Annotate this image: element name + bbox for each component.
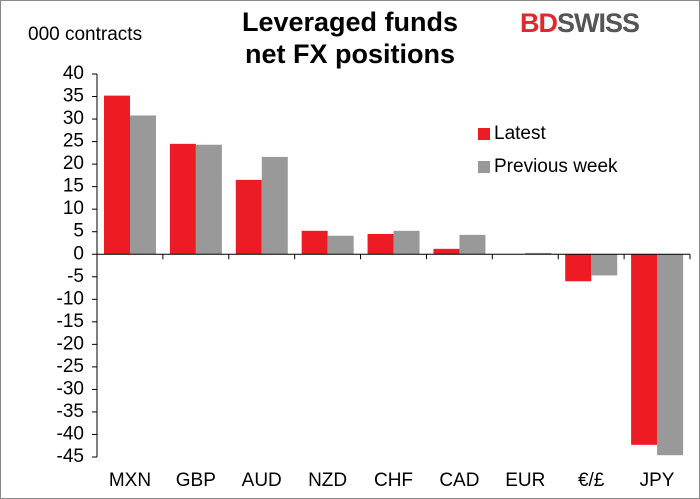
x-tick-label: CAD bbox=[439, 470, 479, 491]
y-tick-label: -5 bbox=[67, 266, 84, 287]
legend-swatch bbox=[478, 128, 490, 140]
logo-part: BD bbox=[520, 8, 558, 38]
bar bbox=[169, 143, 196, 255]
bar bbox=[525, 252, 552, 255]
bar bbox=[327, 235, 354, 255]
legend-label: Previous week bbox=[494, 156, 618, 177]
bar bbox=[301, 230, 328, 255]
bar bbox=[261, 156, 288, 255]
bar bbox=[393, 230, 420, 255]
x-tick-label: JPY bbox=[640, 470, 675, 491]
bar bbox=[565, 254, 592, 282]
logo-part: SWISS bbox=[557, 8, 640, 38]
x-tick-label: NZD bbox=[308, 470, 347, 491]
x-tick-label: €/£ bbox=[578, 470, 605, 491]
bar bbox=[657, 254, 684, 456]
bar bbox=[367, 233, 394, 255]
y-tick-label: 10 bbox=[63, 198, 84, 219]
y-tick-label: 15 bbox=[63, 176, 84, 197]
y-tick-label: 35 bbox=[63, 86, 84, 107]
y-tick-label: -20 bbox=[57, 333, 84, 354]
bar bbox=[130, 115, 156, 255]
y-tick-label: 25 bbox=[63, 131, 84, 152]
x-tick-label: GBP bbox=[176, 470, 216, 491]
y-tick-label: -15 bbox=[57, 311, 84, 332]
legend-swatch bbox=[478, 161, 490, 173]
bar bbox=[195, 144, 222, 255]
bar bbox=[591, 254, 618, 276]
bar bbox=[631, 254, 658, 445]
y-tick-label: -35 bbox=[57, 401, 84, 422]
y-tick-label: 20 bbox=[63, 153, 84, 174]
x-tick-label: MXN bbox=[109, 470, 151, 491]
logo: BDSWISS bbox=[520, 8, 640, 39]
chart-title: Leveraged funds net FX positions bbox=[241, 7, 459, 69]
y-tick-label: -10 bbox=[57, 288, 84, 309]
legend-label: Latest bbox=[494, 123, 546, 144]
x-tick-label: EUR bbox=[505, 470, 545, 491]
x-tick-label: AUD bbox=[242, 470, 282, 491]
y-tick-label: 5 bbox=[73, 221, 84, 242]
y-axis-label: 000 contracts bbox=[28, 24, 142, 45]
x-tick-label: CHF bbox=[374, 470, 413, 491]
bar bbox=[235, 179, 262, 255]
y-tick-label: -25 bbox=[57, 356, 84, 377]
y-tick-label: 0 bbox=[73, 243, 84, 264]
y-tick-label: 30 bbox=[63, 108, 84, 129]
y-tick-label: 40 bbox=[63, 63, 84, 84]
bar bbox=[104, 95, 130, 255]
y-tick-label: -40 bbox=[57, 423, 84, 444]
bar bbox=[459, 234, 486, 255]
bar bbox=[433, 248, 460, 255]
y-tick-label: -45 bbox=[57, 446, 84, 467]
y-tick-label: -30 bbox=[57, 378, 84, 399]
